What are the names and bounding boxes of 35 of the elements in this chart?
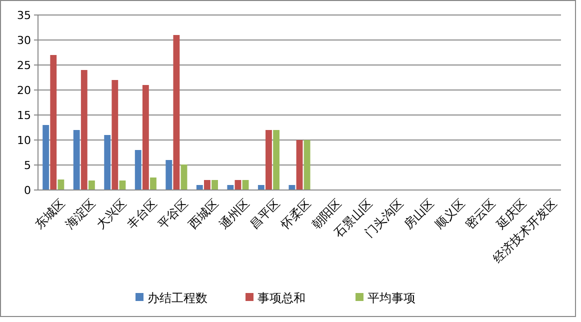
bar [42, 125, 50, 190]
bar [112, 80, 118, 190]
y-tick-label: 20 [17, 84, 31, 97]
bar [150, 178, 156, 190]
bar [50, 55, 57, 190]
y-tick-label: 25 [17, 58, 31, 72]
y-tick-label: 15 [17, 108, 31, 122]
bar [88, 180, 95, 190]
legend-label: 办结工程数 [148, 291, 208, 306]
bar [258, 185, 264, 190]
y-tick-label: 5 [24, 158, 31, 172]
bar [227, 185, 234, 190]
bar [58, 180, 64, 190]
y-tick-label: 0 [24, 184, 31, 197]
bar [304, 140, 310, 190]
bar [73, 130, 80, 190]
bar [196, 185, 203, 190]
bar [104, 135, 111, 190]
y-tick-label: 30 [17, 34, 31, 47]
bar [142, 85, 149, 190]
bar [166, 160, 172, 190]
bar [134, 150, 142, 190]
bar [296, 140, 303, 190]
bar [173, 35, 180, 190]
bar [288, 185, 296, 190]
bar [212, 180, 218, 190]
y-tick-label: 35 [17, 8, 31, 22]
bar [273, 130, 280, 190]
y-tick-label: 10 [17, 134, 31, 147]
legend-label: 平均事项 [368, 291, 416, 306]
bar [180, 164, 188, 190]
bar [80, 70, 88, 190]
legend-label: 事项总和 [258, 291, 306, 306]
bar [266, 130, 272, 190]
bar [204, 180, 210, 190]
